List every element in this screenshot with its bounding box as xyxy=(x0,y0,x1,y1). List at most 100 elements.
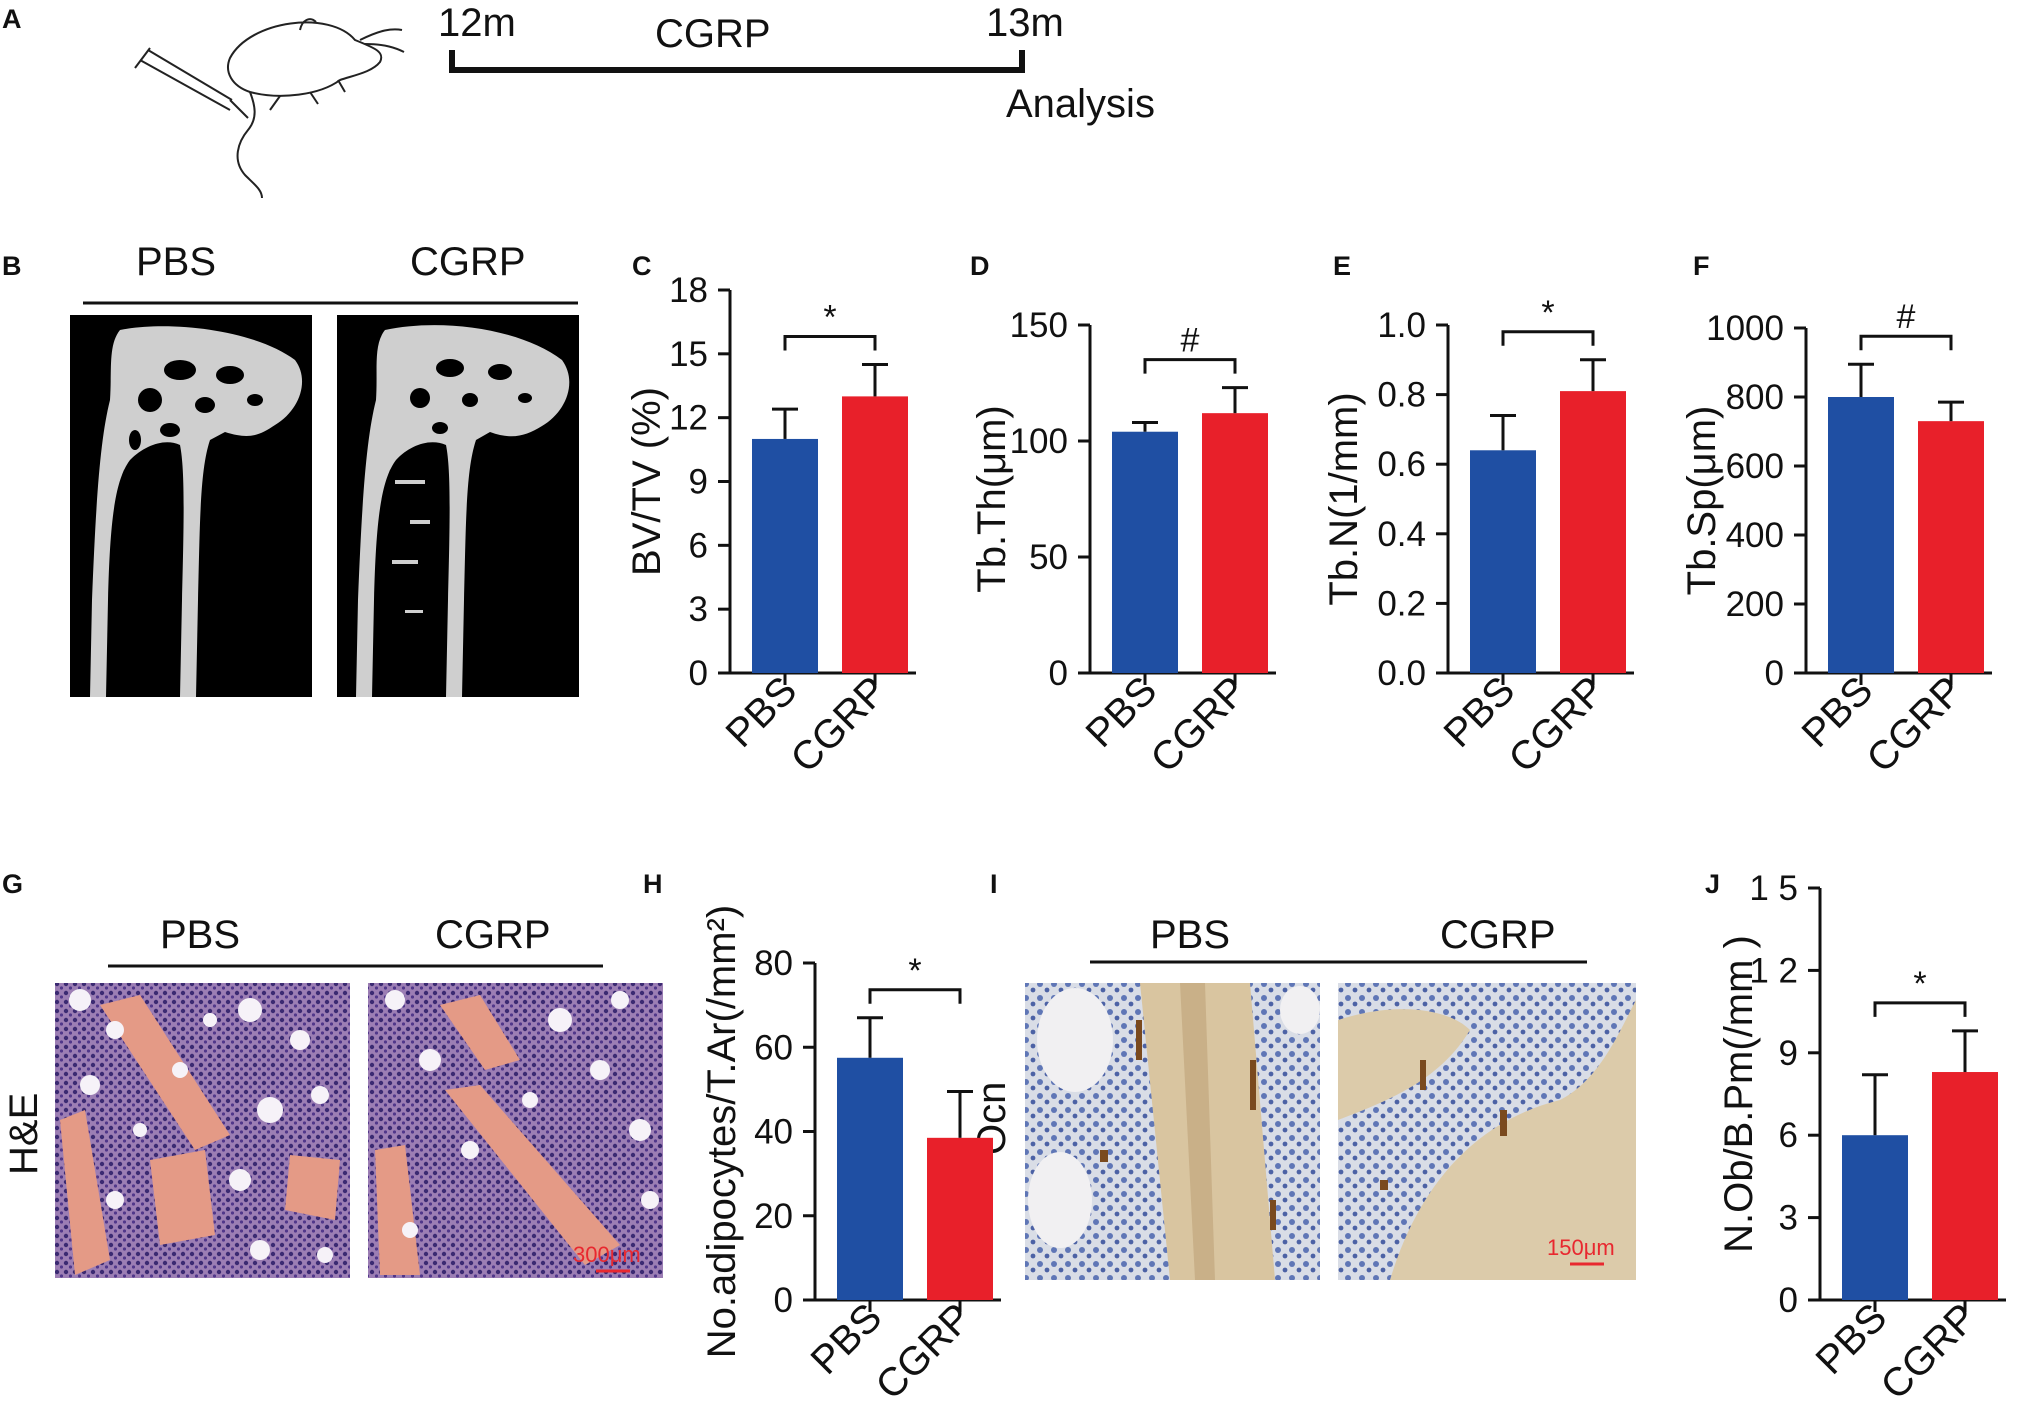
panel-label-g: G xyxy=(2,869,23,899)
significance-marker: # xyxy=(1181,322,1200,360)
y-tick-label: 0 xyxy=(689,654,708,693)
significance-bracket xyxy=(1873,1001,1967,1017)
x-tick-label: CGRP xyxy=(1143,668,1256,781)
y-axis-label: No.adipocytes/T.Ar(/mm²) xyxy=(700,905,744,1358)
x-tick-label: CGRP xyxy=(1501,668,1614,781)
y-tick-label: 9 xyxy=(689,463,708,502)
y-tick-label: 0.6 xyxy=(1377,445,1426,484)
x-tick-label: CGRP xyxy=(1859,668,1972,781)
y-axis-label: N.Ob/B.Pm(/mm ) xyxy=(1717,935,1761,1253)
micro-ct-group1-label: PBS xyxy=(136,240,216,284)
panel-label: J xyxy=(1705,869,1720,899)
ocn-group2-label: CGRP xyxy=(1440,913,1556,957)
y-tick-label: 0 xyxy=(1049,654,1068,693)
significance-marker: * xyxy=(1541,294,1554,332)
he-group1-label: PBS xyxy=(160,913,240,957)
y-tick-label: 0.2 xyxy=(1377,584,1426,623)
significance-marker: # xyxy=(1897,298,1916,336)
micro-ct-image-cgrp xyxy=(337,315,579,697)
panel-label: F xyxy=(1693,251,1710,281)
micro-ct-image-pbs xyxy=(70,315,312,697)
panel-label: C xyxy=(632,251,652,281)
x-tick-label: CGRP xyxy=(783,668,896,781)
he-group2-label: CGRP xyxy=(435,913,551,957)
y-tick-label: 80 xyxy=(754,944,793,983)
y-tick-label: 200 xyxy=(1726,585,1784,624)
y-tick-label: 400 xyxy=(1726,516,1784,555)
significance-bracket xyxy=(868,988,962,1004)
bar-pbs xyxy=(837,1057,903,1300)
y-tick-label: 0 xyxy=(1779,1281,1798,1320)
he-image-pbs xyxy=(55,983,350,1278)
y-axis-label: Tb.Th(μm) xyxy=(970,405,1014,592)
y-tick-label: 100 xyxy=(1010,422,1068,461)
y-tick-label: 60 xyxy=(754,1028,793,1067)
panel-label: H xyxy=(643,869,663,899)
bar-cgrp xyxy=(842,396,908,673)
y-tick-label: 15 xyxy=(669,335,708,374)
y-tick-label: 40 xyxy=(754,1113,793,1152)
y-tick-label: 18 xyxy=(669,271,708,310)
y-tick-label: 150 xyxy=(1010,306,1068,345)
y-tick-label: 1 2 xyxy=(1749,951,1798,990)
ocn-scale-bar-label: 150μm xyxy=(1547,1235,1615,1260)
x-tick-label: CGRP xyxy=(868,1295,981,1408)
timeline-treatment-label: CGRP xyxy=(655,12,771,56)
ocn-image-cgrp xyxy=(1338,983,1636,1280)
panel-label: E xyxy=(1333,251,1351,281)
bar-pbs xyxy=(752,438,818,673)
y-tick-label: 1 5 xyxy=(1749,869,1798,908)
timeline-endpoint-label: Analysis xyxy=(1006,82,1155,126)
y-tick-label: 3 xyxy=(689,590,708,629)
timeline-bar xyxy=(449,50,1025,73)
bar-cgrp xyxy=(1918,421,1984,673)
bar-pbs xyxy=(1828,397,1894,673)
significance-marker: * xyxy=(1913,965,1926,1003)
ocn-image-pbs xyxy=(1025,983,1320,1280)
y-tick-label: 0 xyxy=(774,1281,793,1320)
timeline-end-label: 13m xyxy=(986,1,1064,45)
he-image-cgrp xyxy=(368,983,663,1278)
panel-label-b: B xyxy=(2,251,22,281)
y-tick-label: 0.8 xyxy=(1377,376,1426,415)
bar-cgrp xyxy=(1932,1072,1998,1300)
y-axis-label: Tb.N(1/mm) xyxy=(1322,392,1366,605)
he-scale-bar-label: 300μm xyxy=(573,1242,641,1267)
bar-pbs xyxy=(1112,431,1178,673)
y-tick-label: 6 xyxy=(1779,1116,1798,1155)
y-axis-label: Tb.Sp(μm) xyxy=(1680,406,1724,596)
bar-pbs xyxy=(1470,450,1536,673)
y-tick-label: 6 xyxy=(689,526,708,565)
bar-cgrp xyxy=(1560,391,1626,673)
panel-label: D xyxy=(970,251,990,281)
y-tick-label: 12 xyxy=(669,399,708,438)
panel-label-a: A xyxy=(2,4,22,34)
significance-bracket xyxy=(1859,334,1953,351)
bar-cgrp xyxy=(927,1137,993,1300)
bar-pbs xyxy=(1842,1135,1908,1300)
mouse-injection-illustration xyxy=(134,18,405,199)
bar-cgrp xyxy=(1202,413,1268,673)
y-tick-label: 3 xyxy=(1779,1199,1798,1238)
bar-chart-adipocytes: H020406080PBSCGRP*No.adipocytes/T.Ar(/mm… xyxy=(643,869,1001,1408)
y-tick-label: 1000 xyxy=(1706,309,1784,348)
panel-label-i: I xyxy=(990,869,998,899)
significance-marker: * xyxy=(823,298,836,336)
ocn-group1-label: PBS xyxy=(1150,913,1230,957)
y-tick-label: 9 xyxy=(1779,1034,1798,1073)
y-tick-label: 800 xyxy=(1726,378,1784,417)
y-axis-label: BV/TV (%) xyxy=(625,387,669,576)
y-tick-label: 50 xyxy=(1029,538,1068,577)
significance-bracket xyxy=(1143,358,1237,374)
he-stain-label: H&E xyxy=(2,1093,46,1175)
timeline-start-label: 12m xyxy=(438,1,516,45)
y-tick-label: 20 xyxy=(754,1197,793,1236)
micro-ct-group2-label: CGRP xyxy=(410,240,526,284)
significance-marker: * xyxy=(908,952,921,990)
y-tick-label: 0.4 xyxy=(1377,515,1426,554)
